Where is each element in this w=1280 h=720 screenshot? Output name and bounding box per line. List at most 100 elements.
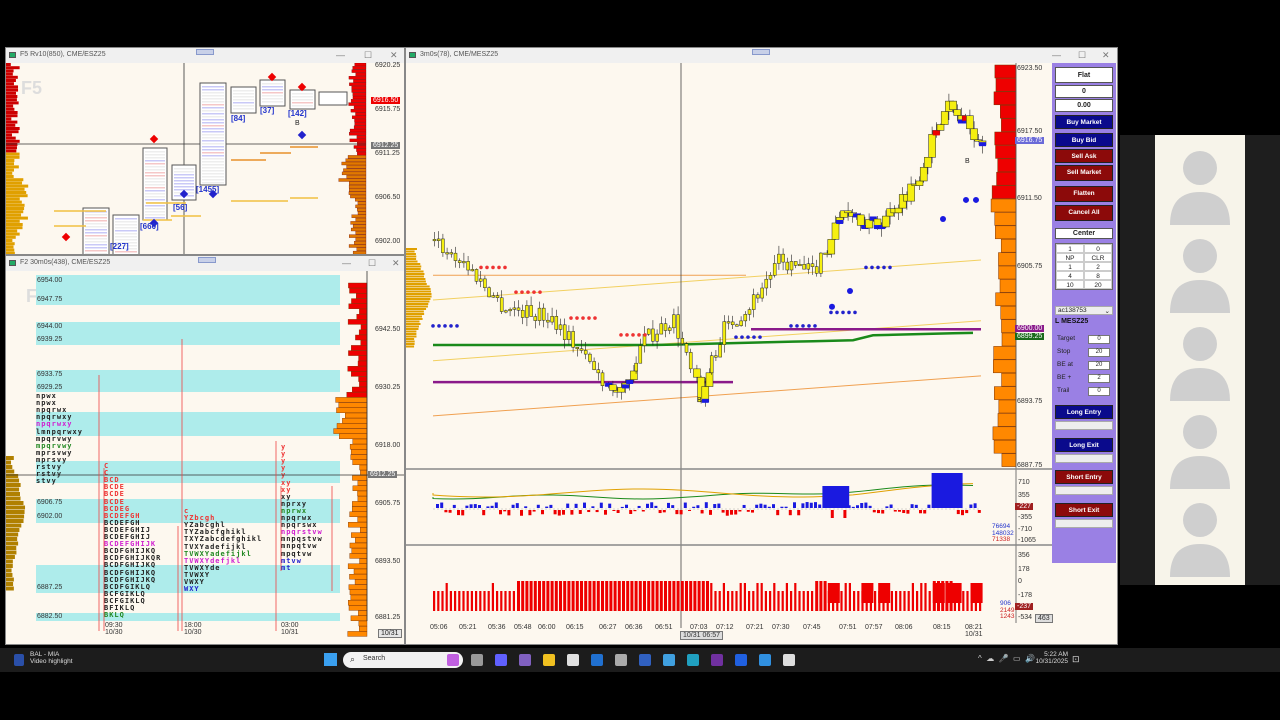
long-exit-button[interactable]: Long Exit (1055, 438, 1113, 452)
tpo-row: BCDFGHIJKQR (104, 554, 162, 563)
title-bar[interactable]: 3m0s(78), CME/MESZ25 — ☐ ✕ (406, 48, 1117, 63)
qty-preset[interactable]: CLR (1084, 253, 1112, 262)
minimize-button[interactable]: — (336, 50, 345, 60)
band-price-label: 6939.25 (37, 336, 63, 343)
title-bar[interactable]: F2 30m0s(438), CME/ESZ25 — ☐ ✕ (6, 256, 404, 271)
tpo-chart-canvas[interactable] (6, 271, 405, 645)
taskbar-app-icon[interactable] (735, 654, 747, 666)
long-entry-button[interactable]: Long Entry (1055, 405, 1113, 419)
footprint-cell (85, 241, 107, 243)
quantity-input[interactable]: 1 (1056, 244, 1084, 253)
volume-bar (869, 591, 872, 611)
taskbar-app-icon[interactable] (447, 654, 459, 666)
footprint-cell (202, 158, 224, 160)
minimize-button[interactable]: — (342, 258, 351, 268)
band-price-label: 6882.50 (37, 613, 63, 620)
window-f5-range-chart[interactable]: F5 Rv10(850), CME/ESZ25 — ☐ ✕ F5 6920.25 6… (5, 47, 405, 255)
close-button[interactable]: ✕ (1102, 50, 1110, 60)
window-main-chart[interactable]: 3m0s(78), CME/MESZ25 — ☐ ✕ 6923.50 6917.50 6… (405, 47, 1118, 645)
search-box[interactable]: ⌕ Search (343, 652, 463, 668)
taskbar-app-icon[interactable] (783, 654, 795, 666)
delta-bar (898, 510, 901, 512)
field-input[interactable]: 2 (1088, 374, 1110, 383)
windows-start-icon[interactable] (324, 653, 337, 666)
qty-preset[interactable]: NP (1056, 253, 1084, 262)
qty-preset[interactable]: 20 (1084, 280, 1112, 289)
qty-preset[interactable]: 1 (1056, 262, 1084, 271)
buy-market-button[interactable]: Buy Market (1055, 115, 1113, 129)
qty-preset[interactable]: 4 (1056, 271, 1084, 280)
notification-icon[interactable]: ⊡ (1072, 654, 1080, 664)
candlestick-chart-canvas[interactable] (406, 48, 1053, 645)
close-button[interactable]: ✕ (392, 258, 400, 268)
tpo-row: C (104, 462, 110, 470)
footprint-cell (233, 90, 254, 92)
signal-diamond (149, 134, 159, 144)
profile-bar (349, 574, 368, 580)
range-chart-canvas[interactable] (6, 63, 405, 255)
news-widget[interactable]: BAL - MIA Video highlight (30, 651, 73, 665)
taskbar-app-icon[interactable] (759, 654, 771, 666)
cancel-all-button[interactable]: Cancel All (1055, 205, 1113, 221)
taskbar-app-icon[interactable] (543, 654, 555, 666)
footprint-cell (115, 221, 137, 223)
qty-preset[interactable]: 10 (1056, 280, 1084, 289)
center-button[interactable]: Center (1055, 228, 1113, 239)
taskbar-app-icon[interactable] (495, 654, 507, 666)
time-tick: 06:27 (599, 624, 617, 631)
signal-line (432, 483, 974, 498)
participant-avatar-icon (1165, 316, 1235, 401)
drag-handle[interactable] (752, 49, 770, 55)
taskbar-app-icon[interactable] (591, 654, 603, 666)
qty-preset[interactable]: 8 (1084, 271, 1112, 280)
volume-profile-bar (995, 145, 1017, 159)
footprint-cell (202, 155, 224, 157)
maximize-button[interactable]: ☐ (1078, 50, 1087, 60)
field-input[interactable]: 20 (1088, 348, 1110, 357)
taskbar-app-icon[interactable] (519, 654, 531, 666)
close-button[interactable]: ✕ (390, 50, 398, 60)
long-entry-select[interactable] (1055, 421, 1113, 430)
short-entry-select[interactable] (1055, 486, 1113, 495)
right-volume-bar (343, 168, 367, 172)
maximize-button[interactable]: ☐ (364, 50, 373, 60)
short-entry-button[interactable]: Short Entry (1055, 470, 1113, 484)
account-select[interactable]: ac138753 ⌄ (1055, 306, 1113, 315)
field-input[interactable]: 0 (1088, 335, 1110, 344)
window-f2-tpo-chart[interactable]: F2 30m0s(438), CME/ESZ25 — ☐ ✕ F 6954.00 69… (5, 255, 405, 645)
short-exit-button[interactable]: Short Exit (1055, 503, 1113, 517)
right-volume-bar (350, 221, 367, 225)
right-volume-bar (354, 122, 367, 126)
drag-handle[interactable] (198, 257, 216, 263)
pane1-tick: 355 (1018, 492, 1030, 499)
volume-bar (714, 591, 717, 611)
taskbar-app-icon[interactable] (471, 654, 483, 666)
delta-bar (700, 510, 704, 514)
maximize-button[interactable]: ☐ (368, 258, 377, 268)
taskbar-app-icon[interactable] (687, 654, 699, 666)
taskbar-app-icon[interactable] (615, 654, 627, 666)
taskbar-app-icon[interactable] (711, 654, 723, 666)
taskbar-app-icon[interactable] (639, 654, 651, 666)
flatten-button[interactable]: Flatten (1055, 186, 1113, 202)
qty-preset[interactable]: 2 (1084, 262, 1112, 271)
sell-ask-button[interactable]: Sell Ask (1055, 149, 1113, 163)
drag-handle[interactable] (196, 49, 214, 55)
title-bar[interactable]: F5 Rv10(850), CME/ESZ25 — ☐ ✕ (6, 48, 404, 63)
clock[interactable]: 5:22 AM 10/31/2025 (1035, 651, 1068, 665)
left-profile-bar (406, 290, 432, 293)
long-exit-select[interactable] (1055, 454, 1113, 463)
delta-bar (562, 510, 565, 515)
field-input[interactable]: 20 (1088, 361, 1110, 370)
field-input[interactable]: 0 (1088, 387, 1110, 396)
level-line (432, 259, 982, 301)
sell-market-button[interactable]: Sell Market (1055, 165, 1113, 181)
taskbar-app-icon[interactable] (567, 654, 579, 666)
taskbar-app-icon[interactable] (663, 654, 675, 666)
minimize-button[interactable]: — (1052, 50, 1061, 60)
right-volume-bar (354, 63, 367, 67)
short-exit-select[interactable] (1055, 519, 1113, 528)
pane2-tick: 0 (1018, 578, 1022, 585)
system-tray-icons[interactable]: ^ ☁ 🎤 ▭ 🔊 (978, 654, 1036, 663)
buy-bid-button[interactable]: Buy Bid (1055, 133, 1113, 147)
